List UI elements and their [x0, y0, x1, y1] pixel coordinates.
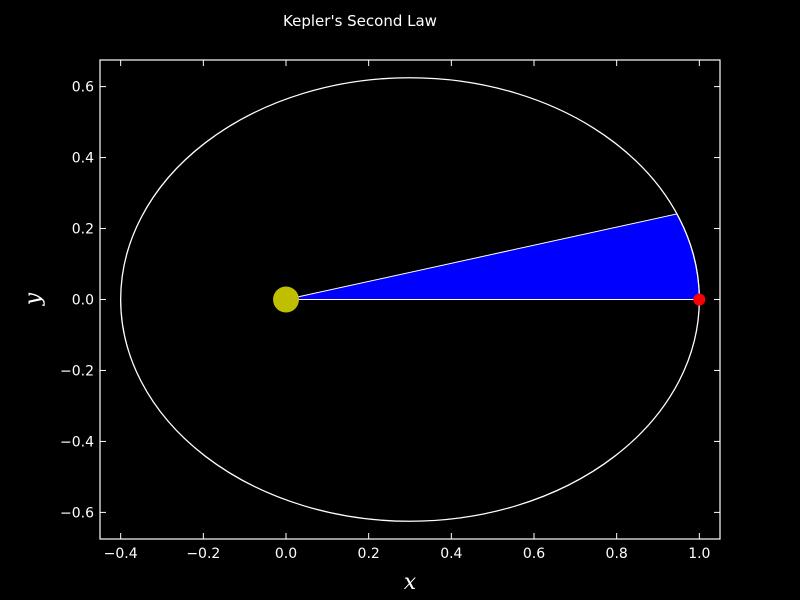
- y-axis-label: y: [21, 292, 46, 306]
- plot-area: −0.4 −0.2 0.0 0.2 0.4 0.6 0.8 1.0 0.6 0.4 0.2 0.0 −0…: [60, 59, 721, 562]
- y-tick-label: −0.4: [60, 434, 94, 450]
- x-tick-label: 0.0: [275, 546, 297, 562]
- x-axis-label: x: [404, 570, 417, 595]
- x-tick-label: 0.2: [358, 546, 380, 562]
- chart-title: Kepler's Second Law: [283, 12, 437, 30]
- x-tick-label: −0.4: [104, 546, 138, 562]
- x-tick-label: 1.0: [688, 546, 710, 562]
- sun-marker: [273, 286, 299, 313]
- planet-marker: [693, 293, 706, 306]
- x-tick-label: 0.6: [523, 546, 545, 562]
- y-tick-label: −0.6: [60, 505, 94, 521]
- y-tick-label: 0.0: [72, 293, 94, 309]
- axis-ticks: −0.4 −0.2 0.0 0.2 0.4 0.6 0.8 1.0 0.6 0.4 0.2 0.0 −0…: [60, 60, 720, 562]
- x-tick-label: 0.4: [440, 546, 462, 562]
- y-tick-label: 0.4: [72, 151, 94, 167]
- y-tick-label: −0.2: [60, 363, 94, 379]
- data-marks: [120, 77, 706, 522]
- y-tick-label: 0.6: [72, 80, 94, 96]
- y-tick-label: 0.2: [72, 222, 94, 238]
- x-tick-label: 0.8: [606, 546, 628, 562]
- x-tick-label: −0.2: [186, 546, 220, 562]
